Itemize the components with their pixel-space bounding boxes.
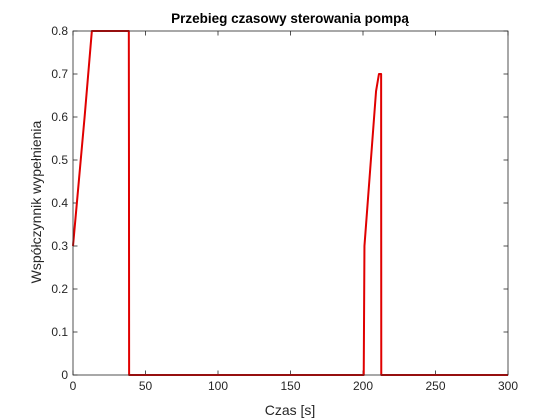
x-tick-label: 300 — [498, 379, 518, 393]
x-tick-label: 250 — [425, 379, 445, 393]
y-tick-label: 0.4 — [51, 196, 68, 210]
x-axis-label: Czas [s] — [265, 402, 316, 418]
y-tick-label: 0.3 — [51, 239, 68, 253]
tick-labels: 0 50 100 150 200 250 300 0 0.1 0.2 0.3 0.4 0.5 0.6 0.7… — [51, 24, 518, 393]
x-tick-label: 150 — [280, 379, 300, 393]
plot-area — [73, 31, 508, 375]
plot-frame — [72, 30, 509, 376]
y-tick-label: 0.6 — [51, 110, 68, 124]
y-tick-label: 0.2 — [51, 282, 68, 296]
y-axis-label: Współczynnik wypełnienia — [28, 120, 44, 283]
y-tick-label: 0.1 — [51, 325, 68, 339]
y-tick-label: 0.7 — [51, 67, 68, 81]
x-tick-label: 100 — [208, 379, 228, 393]
y-tick-label: 0 — [61, 368, 68, 382]
y-tick-label: 0.8 — [51, 24, 68, 38]
y-tick-label: 0.5 — [51, 153, 68, 167]
x-tick-label: 200 — [353, 379, 373, 393]
x-tick-label: 0 — [70, 379, 77, 393]
x-tick-label: 50 — [139, 379, 153, 393]
chart-title: Przebieg czasowy sterowania pompą — [171, 11, 409, 26]
